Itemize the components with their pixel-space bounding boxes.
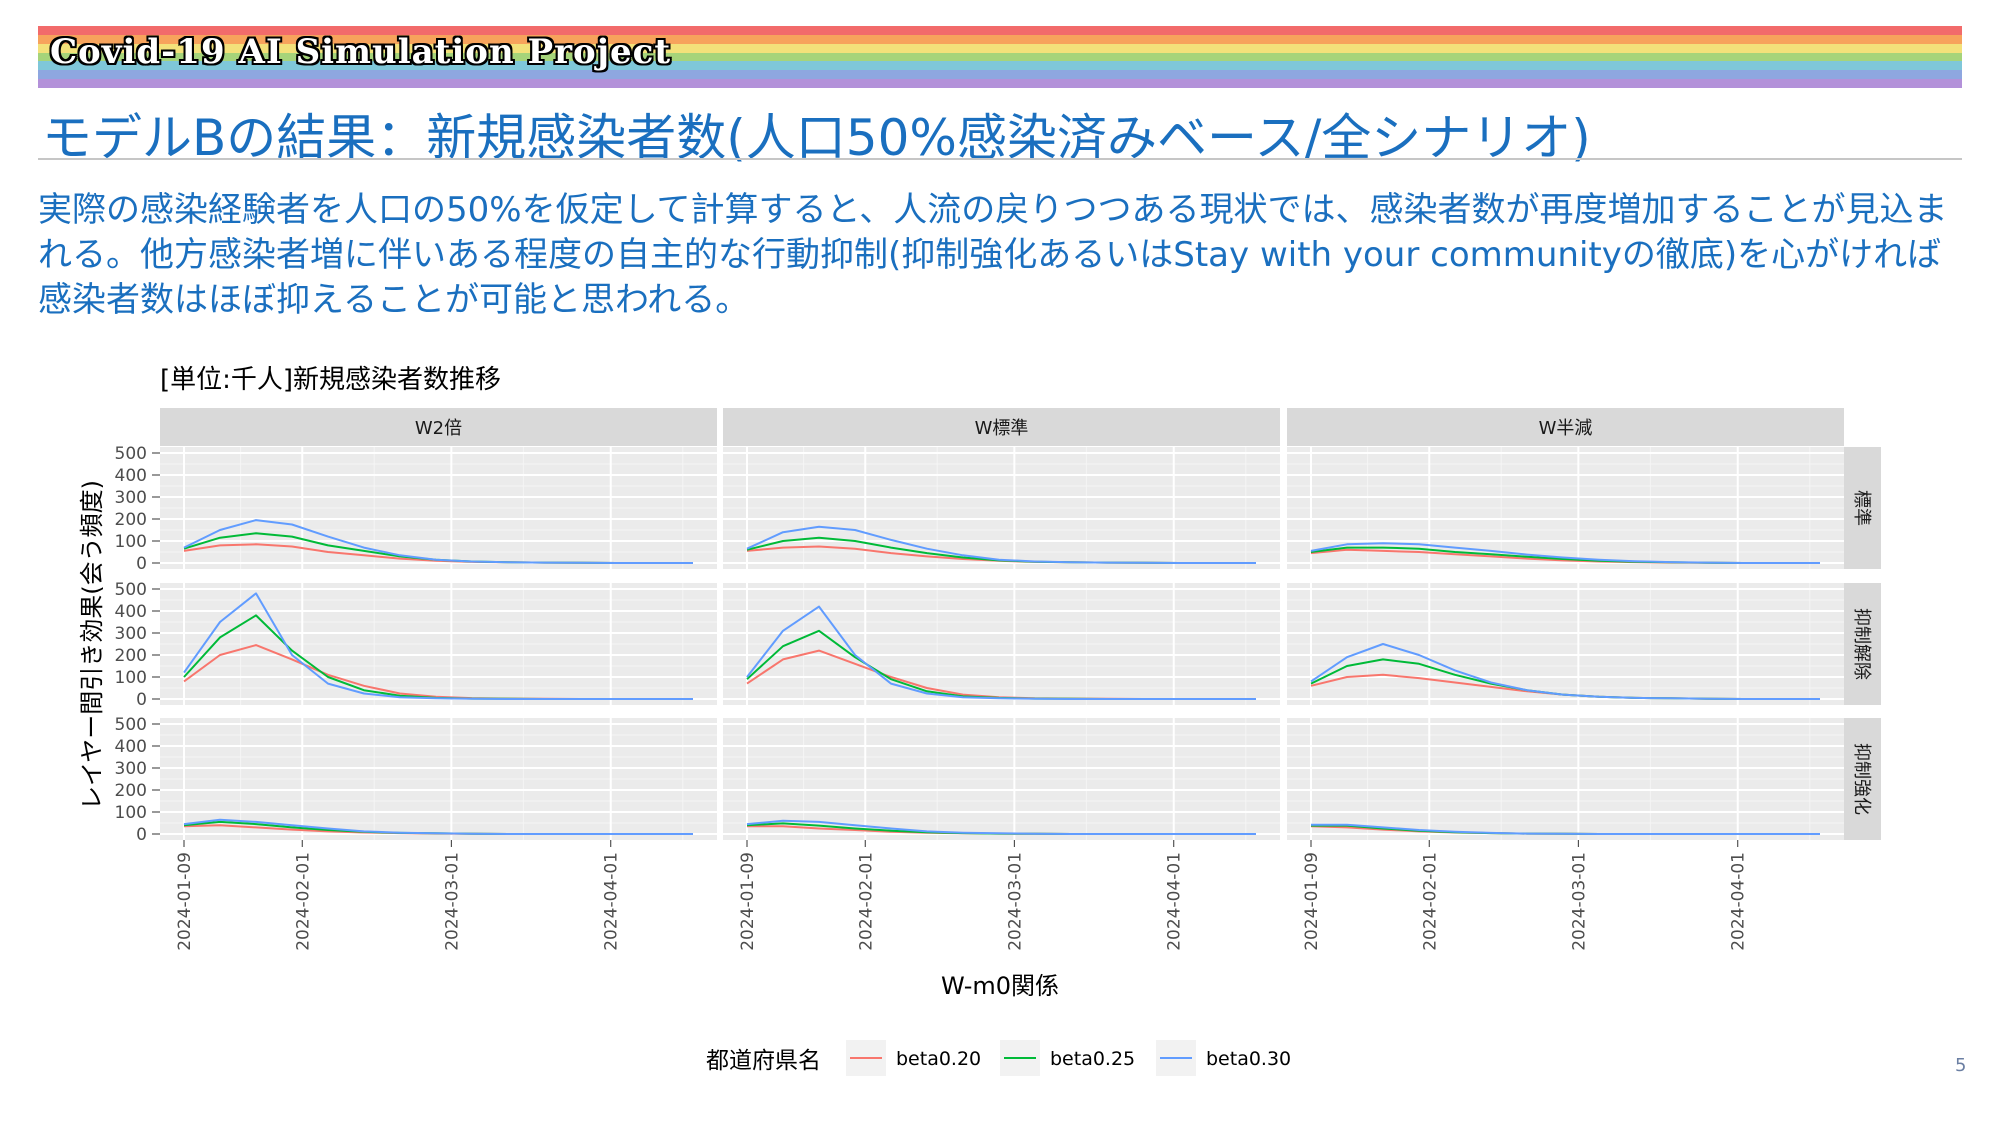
y-tick-label: 100 — [115, 803, 147, 823]
series-line-beta0.30 — [1311, 823, 1820, 835]
facet-row-label: 抑制強化 — [1851, 743, 1872, 815]
banner-stripe — [38, 43, 1962, 53]
y-tick-label: 400 — [115, 602, 147, 622]
y-tick-label: 0 — [136, 690, 147, 710]
legend-entry-label: beta0.20 — [896, 1048, 981, 1070]
y-tick-label: 500 — [115, 580, 147, 600]
body-text: 実際の感染経験者を人口の50%を仮定して計算すると、人流の戻りつつある現状では、… — [38, 190, 1948, 320]
series-line-beta0.30 — [183, 592, 693, 700]
banner-stripe — [38, 34, 1962, 44]
chart-title: [単位:千人]新規感染者数推移 — [160, 365, 501, 395]
y-tick-label: 0 — [136, 825, 147, 845]
header-banner — [38, 26, 1962, 89]
banner-stripe — [38, 52, 1962, 62]
x-tick-label: 2024-02-01 — [856, 852, 876, 951]
y-tick-label: 100 — [115, 532, 147, 552]
x-tick-label: 2024-03-01 — [1005, 852, 1025, 951]
banner-stripe — [38, 70, 1962, 80]
banner-stripe — [38, 26, 1962, 35]
y-tick-label: 300 — [115, 624, 147, 644]
title-divider — [38, 158, 1962, 160]
x-tick-label: 2024-02-01 — [1420, 852, 1440, 951]
y-tick-label: 400 — [115, 466, 147, 486]
facet-strip-top — [160, 408, 717, 446]
facet-strip-right — [1843, 583, 1881, 705]
facet-strip-top — [723, 408, 1280, 446]
y-tick-label: 200 — [115, 781, 147, 801]
x-tick-label: 2024-03-01 — [442, 852, 462, 951]
x-tick-label: 2024-04-01 — [1165, 852, 1185, 951]
x-tick-label: 2024-04-01 — [1729, 852, 1749, 951]
y-tick-label: 100 — [115, 668, 147, 688]
y-tick-label: 500 — [115, 715, 147, 735]
facet-strip-right — [1843, 447, 1881, 569]
facet-column-label: W標準 — [975, 418, 1029, 439]
banner-stripe — [38, 79, 1962, 89]
x-tick-label: 2024-01-09 — [175, 852, 195, 951]
legend-entry-label: beta0.30 — [1206, 1048, 1291, 1070]
y-axis-title: レイヤー間引き効果(会う頻度) — [78, 480, 106, 810]
x-tick-label: 2024-02-01 — [293, 852, 313, 951]
slide-title: モデルBの結果：新規感染者数(人口50%感染済みベース/全シナリオ) — [42, 109, 1591, 167]
series-line-beta0.30 — [183, 818, 693, 835]
banner-stripe — [38, 61, 1962, 71]
y-tick-label: 200 — [115, 646, 147, 666]
y-tick-label: 300 — [115, 488, 147, 508]
x-tick-label: 2024-01-09 — [738, 852, 758, 951]
banner-title: Covid-19 AI Simulation Project — [50, 32, 672, 72]
legend-title: 都道府県名 — [706, 1048, 821, 1074]
series-line-beta0.30 — [1310, 542, 1820, 564]
facet-row-label: 抑制解除 — [1851, 608, 1872, 680]
series-line-beta0.30 — [746, 819, 1256, 835]
x-tick-label: 2024-01-09 — [1302, 852, 1322, 951]
series-line-beta0.30 — [1310, 643, 1820, 700]
y-tick-label: 200 — [115, 510, 147, 530]
series-line-beta0.30 — [183, 519, 693, 564]
x-tick-label: 2024-04-01 — [602, 852, 622, 951]
y-tick-label: 500 — [115, 444, 147, 464]
facet-column-label: W2倍 — [415, 418, 462, 439]
series-line-beta0.30 — [746, 525, 1256, 564]
facet-strip-top — [1287, 408, 1844, 446]
y-tick-label: 0 — [136, 554, 147, 574]
facet-column-label: W半減 — [1539, 418, 1593, 439]
x-tick-label: 2024-03-01 — [1569, 852, 1589, 951]
series-line-beta0.30 — [746, 605, 1256, 700]
legend-entry-label: beta0.25 — [1050, 1048, 1135, 1070]
x-axis-title: W-m0関係 — [941, 972, 1059, 1000]
y-tick-label: 400 — [115, 737, 147, 757]
facet-row-label: 標準 — [1851, 490, 1872, 526]
page-number: 5 — [1955, 1055, 1967, 1076]
y-tick-label: 300 — [115, 759, 147, 779]
facet-strip-right — [1843, 718, 1881, 840]
